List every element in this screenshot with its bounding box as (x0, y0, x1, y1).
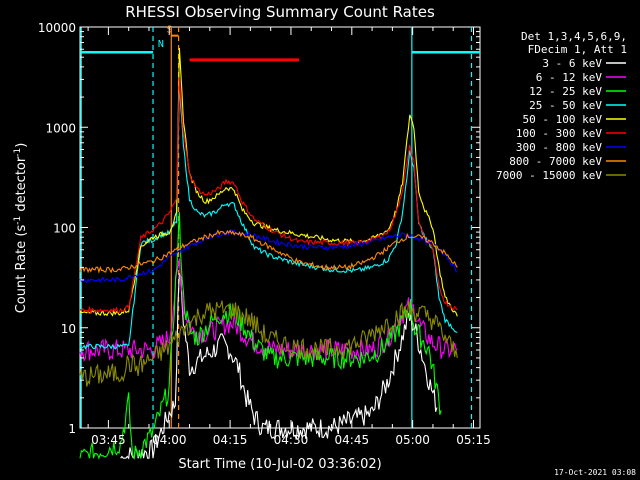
series-line-8 (79, 300, 458, 387)
x-tick-label-3: 04:30 (274, 433, 309, 447)
series-line-2 (79, 212, 442, 461)
x-tick-label-2: 04:15 (213, 433, 248, 447)
legend-header-1: Det 1,3,4,5,6,9, (521, 30, 627, 43)
legend-label-7: 800 - 7000 keV (509, 155, 602, 168)
x-tick-label-1: 04:00 (152, 433, 187, 447)
legend-label-3: 25 - 50 keV (529, 99, 602, 112)
series-line-3 (79, 83, 458, 350)
legend-label-8: 7000 - 15000 keV (496, 169, 602, 182)
x-tick-label-6: 05:15 (456, 433, 491, 447)
x-tick-label-5: 05:00 (395, 433, 430, 447)
legend-label-1: 6 - 12 keV (536, 71, 603, 84)
legend-label-5: 100 - 300 keV (516, 127, 602, 140)
plot-area (79, 26, 481, 429)
legend-label-6: 300 - 800 keV (516, 141, 602, 154)
x-tick-label-4: 04:45 (335, 433, 370, 447)
series-line-7 (79, 229, 458, 274)
series-line-6 (79, 228, 458, 284)
annotation-n: N (158, 39, 164, 50)
chart-title: RHESSI Observing Summary Count Rates (125, 3, 435, 21)
legend-label-2: 12 - 25 keV (529, 85, 602, 98)
y-tick-label-0: 1 (68, 422, 76, 436)
x-tick-label-0: 03:45 (91, 433, 126, 447)
y-axis-label: Count Rate (s-1 detector-1) (13, 143, 29, 314)
y-tick-label-3: 1000 (45, 121, 76, 135)
x-axis-label: Start Time (10-Jul-02 03:36:02) (178, 457, 381, 472)
y-tick-label-4: 10000 (38, 21, 76, 35)
footer-timestamp: 17-Oct-2021 03:08 (554, 468, 636, 477)
series-line-5 (79, 77, 458, 315)
y-tick-label-2: 100 (53, 222, 76, 236)
y-tick-label-1: 10 (61, 322, 76, 336)
legend-label-4: 50 - 100 keV (523, 113, 603, 126)
legend-label-0: 3 - 6 keV (542, 57, 602, 70)
series-line-0 (120, 272, 438, 460)
legend-header-2: FDecim 1, Att 1 (528, 43, 627, 56)
